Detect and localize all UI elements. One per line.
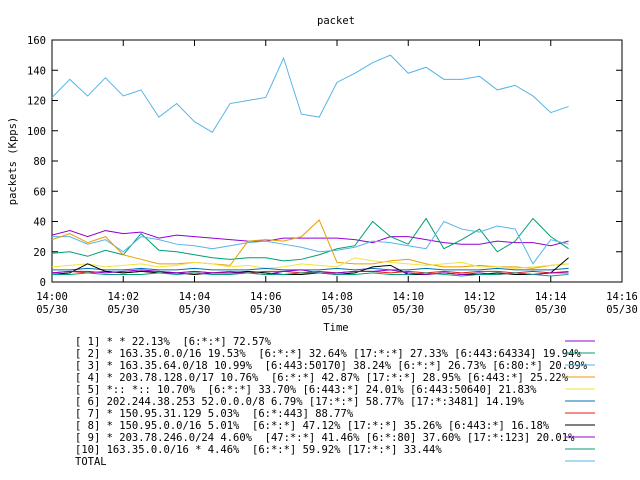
x-tick-label: 14:10 05/30	[392, 291, 424, 316]
legend-label: [ 8] * 150.95.0.0/16 5.01% [6:*:*] 47.12…	[75, 420, 550, 432]
x-axis-label: Time	[323, 322, 348, 334]
x-tick-label: 14:04 05/30	[179, 291, 211, 316]
y-tick-label: 60	[33, 186, 46, 198]
legend-label: [ 9] * 203.78.246.0/24 4.60% [47:*:*] 41…	[75, 432, 575, 444]
y-tick-label: 100	[27, 126, 46, 138]
series-line	[51, 219, 569, 269]
legend-label: [ 6] 202.244.38.253 52.0.0.0/8 6.79% [17…	[75, 396, 525, 408]
x-tick-label: 14:06 05/30	[250, 291, 282, 316]
legend-label: [ 3] * 163.35.64.0/18 10.99% [6:443:5017…	[75, 360, 588, 372]
series-line	[52, 267, 569, 271]
series-line	[51, 230, 569, 247]
series-line	[51, 54, 569, 133]
series-line	[51, 269, 569, 275]
y-tick-label: 120	[27, 96, 46, 108]
y-tick-label: 0	[40, 277, 46, 289]
y-tick-label: 80	[33, 156, 46, 168]
legend-label: [ 1] * * 22.13% [6:*:*] 72.57%	[75, 336, 272, 348]
legend-label: [ 5] *:: *:: 10.70% [6:*:*] 33.70% [6:44…	[75, 384, 537, 396]
x-tick-label: 14:12 05/30	[464, 291, 496, 316]
x-tick-label: 14:00 05/30	[36, 291, 68, 316]
legend-label: [ 7] * 150.95.31.129 5.03% [6:*:443] 88.…	[75, 408, 354, 420]
y-tick-label: 20	[33, 247, 46, 259]
series-line	[51, 217, 569, 262]
series-line	[52, 220, 569, 265]
y-tick-label: 40	[33, 217, 46, 229]
x-tick-label: 14:02 05/30	[107, 291, 139, 316]
x-tick-label: 14:16 05/30	[606, 291, 638, 316]
y-tick-label: 140	[27, 65, 46, 77]
chart-title: packet	[317, 15, 355, 27]
y-axis-label: packets (Kpps)	[7, 117, 19, 206]
series-line	[52, 272, 569, 277]
series-line	[51, 257, 569, 269]
y-tick-label: 160	[27, 35, 46, 47]
legend-label: TOTAL	[75, 456, 107, 468]
x-tick-label: 14:14 05/30	[535, 291, 567, 316]
x-tick-label: 14:08 05/30	[321, 291, 353, 316]
legend-label: [10] 163.35.0.0/16 * 4.46% [6:*:*] 59.92…	[75, 444, 442, 456]
legend-label: [ 4] * 203.78.128.0/17 10.76% [6:*:*] 42…	[75, 372, 569, 384]
legend-label: [ 2] * 163.35.0.0/16 19.53% [6:*:*] 32.6…	[75, 348, 581, 360]
